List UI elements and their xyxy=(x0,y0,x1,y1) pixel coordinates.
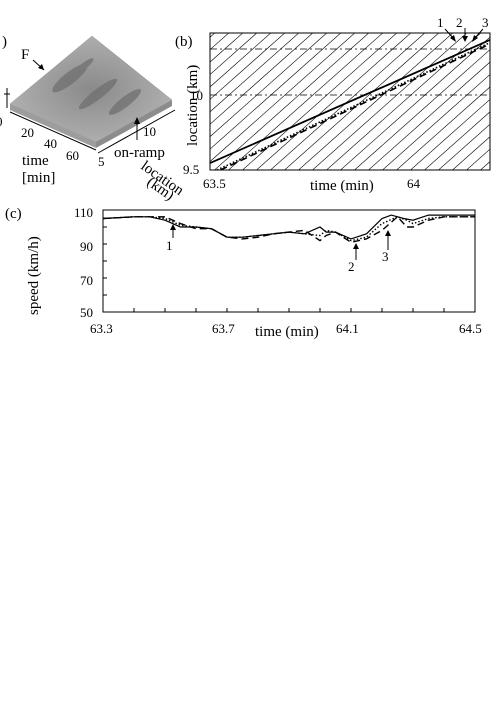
trajectory-line xyxy=(256,33,412,170)
trajectory-line xyxy=(210,33,272,88)
location-tick-5: 5 xyxy=(98,154,105,169)
panel-a-label: ) xyxy=(2,34,7,50)
b-annotation-1-head xyxy=(450,35,456,42)
time-tick-60: 60 xyxy=(66,148,79,163)
trajectory-line xyxy=(210,33,244,63)
trajectory-line xyxy=(452,136,490,170)
c-series-dashed xyxy=(102,215,475,244)
b-annotation-1: 1 xyxy=(437,15,444,30)
b-series-dashed xyxy=(220,43,490,170)
time-axis-unit: [min] xyxy=(22,170,55,186)
time-axis-label: time xyxy=(22,153,49,169)
trajectory-line xyxy=(210,33,342,150)
trajectory-line xyxy=(214,33,370,170)
panel-b: (b) 10 9.5 63.5 64 time (min) location (… xyxy=(175,15,496,194)
c-xtick-63.3: 63.3 xyxy=(90,321,113,336)
trajectory-line xyxy=(210,33,286,100)
trajectory-line xyxy=(410,98,490,170)
panel-b-series xyxy=(210,39,490,170)
trajectory-line xyxy=(210,33,314,125)
panel-c-label: (c) xyxy=(5,206,22,222)
b-annotation-2-head xyxy=(462,36,468,42)
c-ytick-90: 90 xyxy=(80,239,93,254)
panel-a: ) F 0 20 40 60 time [min] 5 10 on-ram xyxy=(0,34,187,204)
c-annotation-1-head xyxy=(170,224,176,230)
trajectory-line xyxy=(284,33,440,170)
b-ytick-9.5: 9.5 xyxy=(183,162,199,177)
panel-c-frame xyxy=(102,209,476,313)
onramp-arrowhead xyxy=(134,117,140,124)
c-series-dotted xyxy=(102,216,475,242)
trajectory-line xyxy=(298,33,454,170)
location-tick-10: 10 xyxy=(143,124,156,139)
trajectory-line xyxy=(312,33,468,170)
trajectory-line xyxy=(368,61,490,170)
c-ytick-50: 50 xyxy=(80,305,93,320)
c-annotation-2: 2 xyxy=(348,259,355,274)
trajectory-line xyxy=(210,33,328,138)
b-annotation-2: 2 xyxy=(456,15,463,30)
onramp-label: on-ramp xyxy=(114,145,165,161)
trajectory-line xyxy=(228,33,384,170)
trajectory-line xyxy=(326,33,482,170)
b-xtick-63.5: 63.5 xyxy=(203,176,226,191)
trajectory-line xyxy=(382,74,490,170)
b-annotation-3: 3 xyxy=(482,15,489,30)
panel-c-ticks xyxy=(102,209,476,313)
c-xtick-63.7: 63.7 xyxy=(212,321,235,336)
time-axis xyxy=(9,111,97,151)
c-annotation-1: 1 xyxy=(166,238,173,253)
c-xtick-64.1: 64.1 xyxy=(336,321,359,336)
trajectory-line xyxy=(270,33,426,170)
trajectory-line xyxy=(210,33,258,75)
trajectory-line xyxy=(438,123,490,170)
panel-c-series xyxy=(102,214,475,244)
time-tick-0: 0 xyxy=(0,114,3,129)
congestion-bands xyxy=(52,58,142,115)
panel-b-label: (b) xyxy=(175,34,193,50)
c-annotation-2-head xyxy=(353,243,359,249)
trajectory-line xyxy=(354,49,490,170)
time-tick-20: 20 xyxy=(21,125,34,140)
trajectory-line xyxy=(424,111,490,170)
trajectory-line xyxy=(490,23,496,174)
c-annotation-3: 3 xyxy=(382,249,389,264)
c-annotation-3-head xyxy=(385,230,391,236)
b-series-dotted xyxy=(216,41,490,170)
c-ytick-70: 70 xyxy=(80,273,93,288)
b-xlabel: time (min) xyxy=(310,178,374,194)
b-ytick-10: 10 xyxy=(190,88,203,103)
trajectory-line xyxy=(210,33,300,113)
b-series-solid xyxy=(210,39,490,164)
trajectory-line xyxy=(210,33,230,51)
vehicle-trajectories xyxy=(210,23,496,174)
panel-c: (c) 110 90 70 50 63.3 63.7 64.1 64.5 tim… xyxy=(5,205,482,340)
surface-side xyxy=(10,104,96,148)
trajectory-line xyxy=(396,86,490,170)
b-xtick-64: 64 xyxy=(407,176,421,191)
time-tick-40: 40 xyxy=(44,136,57,151)
f-label: F xyxy=(21,47,29,63)
c-xtick-64.5: 64.5 xyxy=(459,321,482,336)
b-annotation-3-head xyxy=(472,35,478,42)
c-ytick-110: 110 xyxy=(74,205,93,220)
f-arrowhead xyxy=(38,64,44,70)
b-ylabel: location (km) xyxy=(185,65,201,146)
c-xlabel: time (min) xyxy=(255,324,319,340)
c-ylabel: speed (km/h) xyxy=(26,236,42,315)
trajectory-line xyxy=(210,33,356,162)
